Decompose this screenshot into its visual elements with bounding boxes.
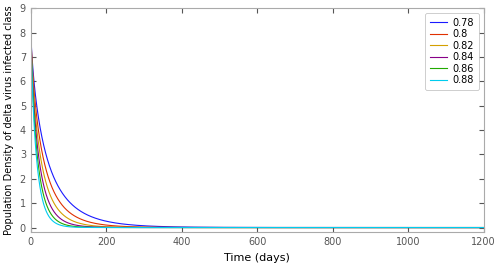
- 0.84: [201, 226, 207, 229]
- Line: 0.86: 0.86: [31, 33, 484, 227]
- X-axis label: Time (days): Time (days): [224, 253, 290, 263]
- 0.88: [110, 226, 116, 229]
- 0.8: [28, 31, 34, 34]
- 0.78: [110, 221, 116, 224]
- 0.82: [366, 226, 372, 229]
- 0.78: [201, 226, 207, 229]
- Line: 0.78: 0.78: [31, 33, 484, 227]
- Line: 0.82: 0.82: [31, 33, 484, 227]
- 0.88: [28, 31, 34, 34]
- 0.86: [480, 226, 486, 229]
- 0.8: [400, 226, 406, 229]
- 0.88: [322, 226, 328, 229]
- 0.8: [480, 226, 486, 229]
- 0.86: [28, 31, 34, 34]
- 0.8: [300, 226, 306, 229]
- 0.78: [322, 226, 328, 229]
- 0.78: [366, 226, 372, 229]
- 0.8: [201, 226, 207, 229]
- 0.88: [300, 226, 306, 229]
- 0.86: [366, 226, 372, 229]
- Line: 0.84: 0.84: [31, 33, 484, 227]
- 0.82: [322, 226, 328, 229]
- 0.88: [201, 226, 207, 229]
- 0.8: [366, 226, 372, 229]
- 0.86: [322, 226, 328, 229]
- Legend: 0.78, 0.8, 0.82, 0.84, 0.86, 0.88: 0.78, 0.8, 0.82, 0.84, 0.86, 0.88: [425, 13, 478, 90]
- 0.84: [400, 226, 406, 229]
- 0.82: [300, 226, 306, 229]
- 0.84: [110, 226, 116, 229]
- 0.86: [300, 226, 306, 229]
- 0.8: [322, 226, 328, 229]
- 0.84: [28, 31, 34, 34]
- Line: 0.88: 0.88: [31, 33, 484, 227]
- 0.84: [300, 226, 306, 229]
- 0.82: [400, 226, 406, 229]
- Y-axis label: Population Density of delta virus infected class: Population Density of delta virus infect…: [4, 6, 14, 235]
- 0.86: [110, 226, 116, 229]
- 0.88: [480, 226, 486, 229]
- 0.86: [400, 226, 406, 229]
- 0.82: [480, 226, 486, 229]
- 0.86: [201, 226, 207, 229]
- 0.8: [110, 224, 116, 227]
- 0.82: [110, 225, 116, 229]
- 0.78: [480, 226, 486, 229]
- 0.84: [366, 226, 372, 229]
- 0.78: [28, 31, 34, 34]
- 0.84: [480, 226, 486, 229]
- 0.78: [400, 226, 406, 229]
- 0.82: [28, 31, 34, 34]
- 0.88: [400, 226, 406, 229]
- Line: 0.8: 0.8: [31, 33, 484, 227]
- 0.82: [201, 226, 207, 229]
- 0.88: [366, 226, 372, 229]
- 0.78: [300, 226, 306, 229]
- 0.84: [322, 226, 328, 229]
